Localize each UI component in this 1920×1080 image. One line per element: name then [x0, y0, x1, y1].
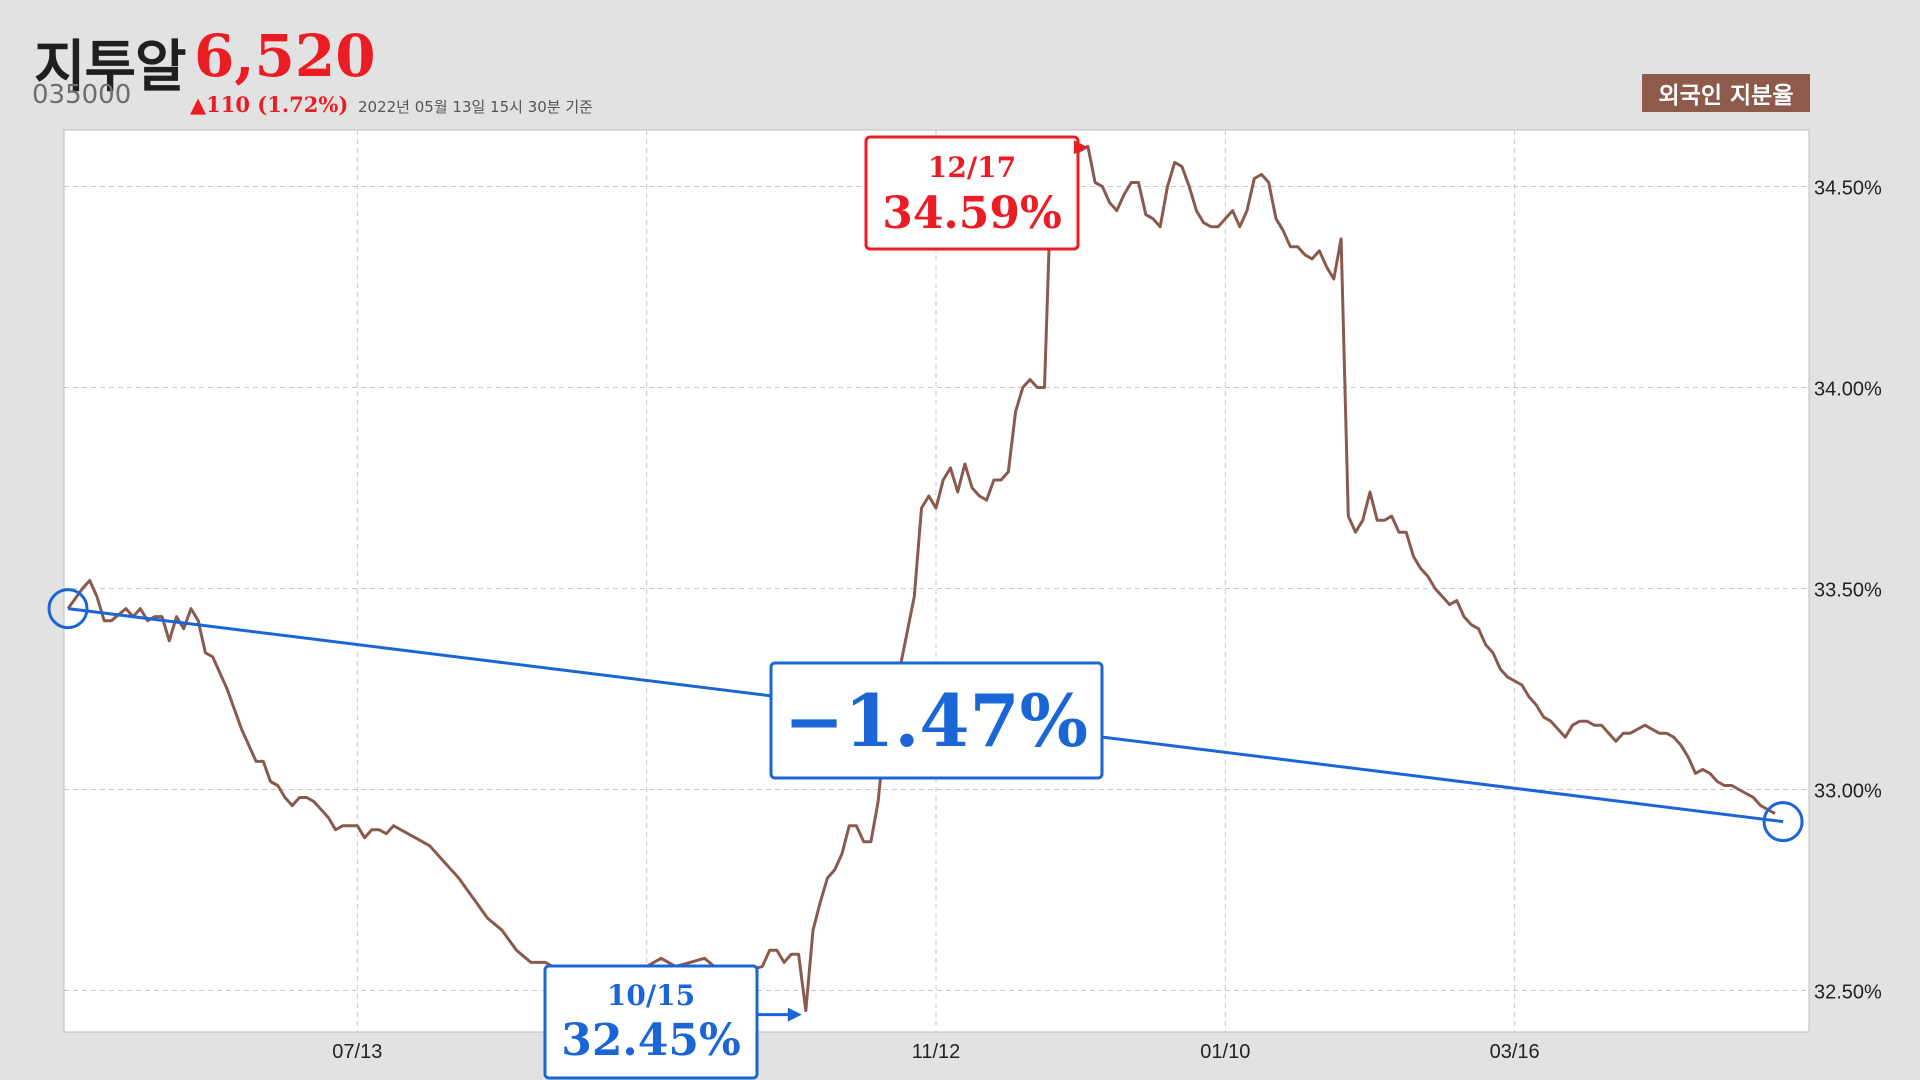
high-date: 12/17 — [928, 151, 1016, 184]
stock-change: ▲110 (1.72%) — [190, 92, 349, 117]
low-box — [543, 964, 759, 1080]
y-tick-label: 33.00% — [1814, 781, 1882, 803]
end-point-circle — [1762, 801, 1804, 843]
chart-title-badge: 외국인 지분율 — [1642, 74, 1810, 112]
x-tick-label: 11/12 — [912, 1041, 961, 1063]
low-date: 10/15 — [607, 979, 695, 1012]
y-tick-label: 34.50% — [1814, 178, 1882, 200]
x-axis-ticks: 07/13 11/12 01/10 03/16 — [332, 1041, 1539, 1063]
series-line-foreign-ownership — [66, 144, 1776, 1013]
change-value: −1.47% — [784, 678, 1088, 763]
low-value: 32.45% — [561, 1015, 741, 1066]
change-box — [769, 661, 1104, 780]
high-box — [864, 135, 1080, 251]
grid — [64, 130, 1809, 1032]
high-value: 34.59% — [882, 188, 1062, 239]
stock-code: 035000 — [32, 80, 132, 110]
y-tick-label: 33.50% — [1814, 580, 1882, 602]
stock-price: 6,520 — [194, 22, 376, 90]
stock-date: 2022년 05월 13일 15시 30분 기준 — [358, 98, 593, 116]
high-arrow-head — [1073, 140, 1088, 155]
x-tick-label: 01/10 — [1200, 1041, 1250, 1063]
y-axis-ticks: 34.50% 34.00% 33.50% 33.00% 32.50% — [1814, 178, 1882, 1004]
x-tick-label: 07/13 — [332, 1041, 382, 1063]
stock-name: 지투알 — [34, 35, 187, 100]
y-tick-label: 34.00% — [1814, 379, 1882, 401]
x-tick-label: 03/16 — [1490, 1041, 1540, 1063]
y-tick-label: 32.50% — [1814, 982, 1882, 1004]
low-arrow-head — [787, 1007, 802, 1022]
start-point-circle — [47, 588, 89, 630]
